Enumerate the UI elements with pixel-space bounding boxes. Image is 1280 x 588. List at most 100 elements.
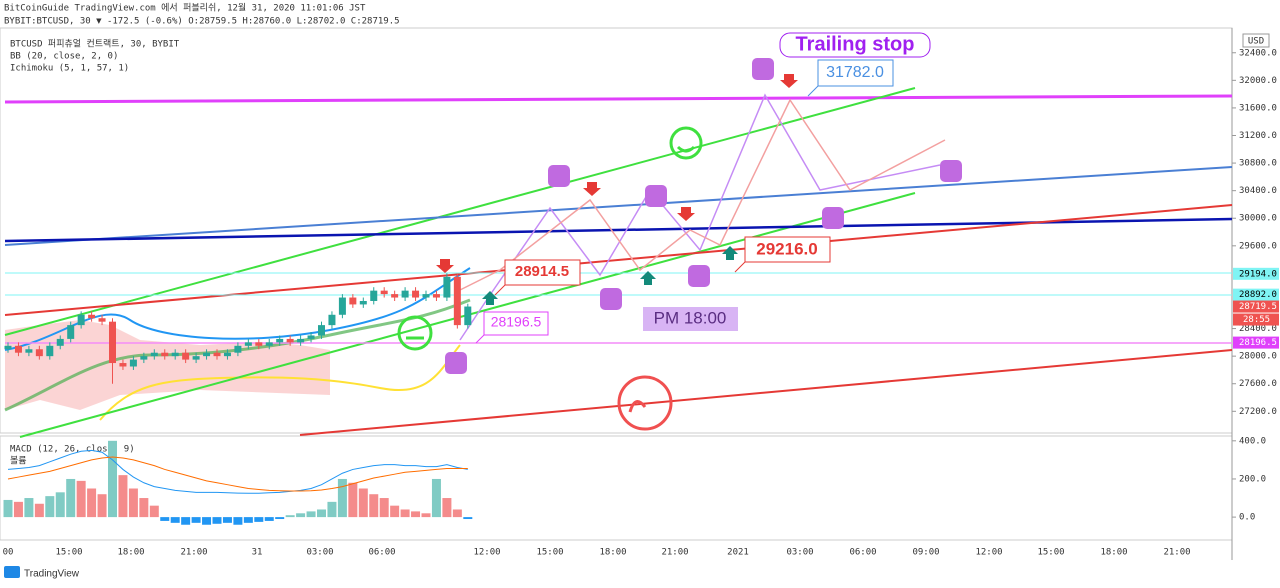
candle-body [349, 297, 357, 305]
x-tick-label: 06:00 [849, 548, 876, 558]
macd-legend: MACD (12, 26, close, 9) [10, 445, 135, 455]
histogram-bar [202, 517, 212, 525]
candle-body [98, 318, 106, 322]
y-tick-label: 29600.0 [1239, 241, 1277, 251]
histogram-bar [421, 513, 431, 518]
up-arrow [482, 291, 498, 305]
candle-body [150, 352, 158, 357]
histogram-bar [34, 503, 44, 518]
y-tick-label: 0.0 [1239, 513, 1255, 523]
candle-body [453, 276, 461, 326]
candle-body [401, 290, 409, 298]
candle-body [412, 290, 420, 298]
footer: TradingView [24, 569, 80, 580]
histogram-bar [108, 440, 117, 518]
y-tick-label: 28400.0 [1239, 324, 1277, 334]
candle-body [422, 294, 430, 298]
candle-body [234, 345, 242, 353]
candle-body [380, 290, 388, 295]
x-tick-label: 18:00 [117, 548, 144, 558]
y-tick-label: 400.0 [1239, 436, 1266, 446]
hand-icon [445, 352, 467, 374]
candle-body [14, 345, 22, 353]
histogram-bar [379, 498, 389, 518]
y-tick-label: 27600.0 [1239, 379, 1277, 389]
candle-body [338, 297, 346, 315]
hand-icon [645, 185, 667, 207]
x-tick-label: 18:00 [599, 548, 626, 558]
candle-body [67, 325, 75, 339]
histogram-bar [285, 515, 295, 518]
callout [494, 284, 506, 296]
frown [628, 400, 647, 413]
x-tick-label: 12:00 [473, 548, 500, 558]
annotation-box [643, 307, 738, 331]
annotation: 28914.5 [515, 263, 569, 280]
x-tick-label: 21:00 [661, 548, 688, 558]
histogram-bar [24, 498, 34, 518]
up-arrow [722, 246, 738, 260]
hand-icons [445, 58, 962, 374]
hand-icon [688, 265, 710, 287]
down-arrow [436, 259, 454, 273]
x-tick-label: 21:00 [1163, 548, 1190, 558]
histogram-bar [212, 517, 222, 524]
x-tick-label: 2021 [727, 548, 749, 558]
price-tag-label: 28719.5 [1239, 302, 1277, 312]
y-tick-label: 31200.0 [1239, 131, 1277, 141]
price-tag [1233, 267, 1279, 280]
up-arrow [640, 271, 656, 285]
histogram-bar [452, 509, 462, 518]
candle-body [318, 325, 325, 336]
annotation: 28196.5 [491, 314, 542, 330]
hand-icon [822, 207, 844, 229]
bb-lower [99, 344, 461, 421]
currency-box [1242, 33, 1270, 48]
histogram-bar [13, 501, 23, 518]
candle-body [203, 352, 211, 357]
y-tick-label: 30400.0 [1239, 186, 1277, 196]
candle-body [443, 276, 451, 298]
symbol-legend: BTCUSD 퍼피츄얼 컨트랙트, 30, BYBIT [10, 39, 180, 50]
candle-body [192, 356, 200, 360]
candle-body [129, 359, 137, 367]
histogram-bar [118, 475, 128, 518]
histogram-bar [254, 517, 264, 522]
y-tick-label: 30800.0 [1239, 159, 1277, 169]
histogram-bar [306, 511, 316, 518]
trend-line [4, 204, 1233, 316]
histogram-bar [317, 509, 326, 518]
callout [734, 261, 746, 273]
histogram-bar [97, 494, 107, 518]
price-tag [1233, 288, 1279, 301]
price-tag-label: 28196.5 [1239, 338, 1277, 348]
y-tick-label: 200.0 [1239, 474, 1266, 484]
x-tick-label: 00 [3, 548, 14, 558]
candle-body [328, 314, 336, 326]
candle-body [35, 349, 43, 357]
x-tick-label: 15:00 [1037, 548, 1064, 558]
candle-body [140, 356, 148, 360]
indicator-legend: BB (20, close, 2, 0) [10, 52, 118, 62]
price-tag [1233, 336, 1279, 349]
countdown-tag [1233, 313, 1279, 326]
hand-icon [600, 288, 622, 310]
histogram-bar [233, 517, 243, 525]
x-tick-label: 09:00 [912, 548, 939, 558]
price-tag-label: 28892.0 [1239, 290, 1277, 300]
annotation-box [744, 236, 831, 263]
smile [676, 145, 696, 153]
histogram-bar [275, 517, 285, 520]
histogram-bar [149, 505, 159, 518]
histogram-bar [327, 501, 337, 518]
hand-icon [752, 58, 774, 80]
sad-face [617, 375, 673, 431]
histogram-bar [222, 517, 232, 523]
x-tick-label: 03:00 [306, 548, 333, 558]
annotation-box [779, 32, 931, 58]
histogram-bar [337, 478, 347, 518]
annotation: 31782.0 [826, 64, 884, 81]
price-tag [1233, 300, 1279, 313]
macd-line [7, 449, 468, 494]
signal-line [7, 456, 468, 492]
